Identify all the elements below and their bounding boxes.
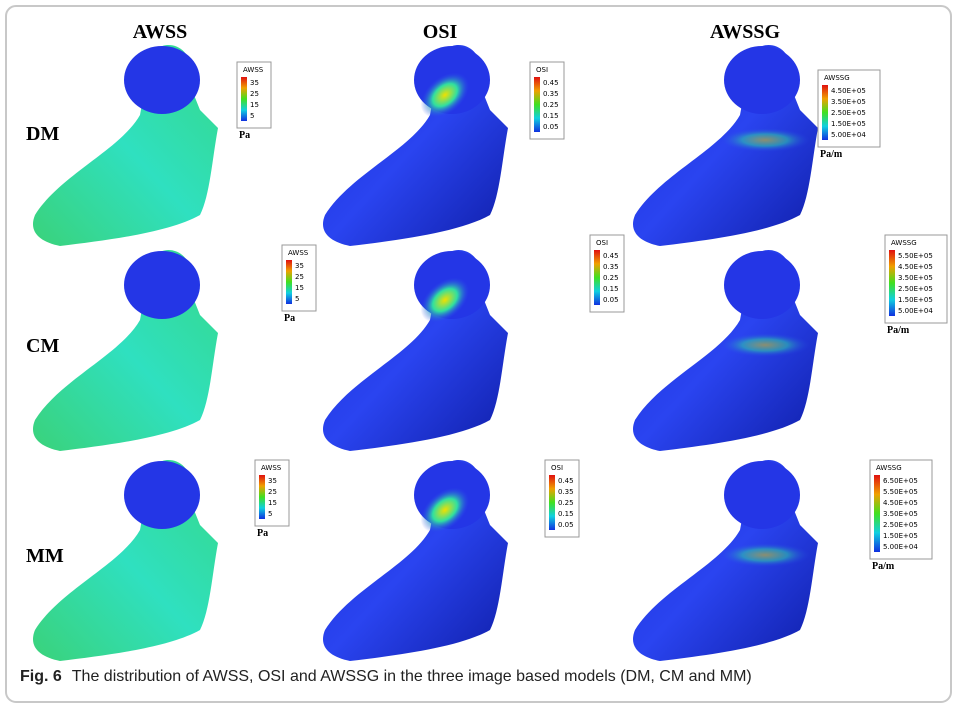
legend-colorbar — [286, 260, 292, 304]
legend-tick-label: 5.00E+04 — [898, 307, 933, 315]
legend-colorbar — [874, 475, 880, 552]
legend-unit: Pa — [239, 130, 250, 141]
vessel-model — [323, 250, 508, 451]
vessel-model — [323, 45, 508, 246]
legend-tick-label: 6.50E+05 — [883, 477, 918, 485]
vessel-model — [633, 250, 818, 451]
column-header: OSI — [423, 21, 458, 43]
legend-colorbar — [889, 250, 895, 316]
legend-tick-label: 2.50E+05 — [883, 521, 918, 529]
legend-tick-label: 1.50E+05 — [898, 296, 933, 304]
awssg-hotspot — [720, 543, 810, 567]
awssg-hotspot — [720, 128, 810, 152]
legend-tick-label: 5 — [250, 112, 254, 120]
legend-tick-label: 4.50E+05 — [831, 87, 866, 95]
legend-tick-label: 0.25 — [558, 499, 574, 507]
legend-tick-label: 0.05 — [543, 123, 559, 131]
vessel-model — [633, 460, 818, 661]
legend-tick-label: 15 — [268, 499, 277, 507]
legend-tick-label: 5.50E+05 — [883, 488, 918, 496]
legend-unit: Pa/m — [872, 561, 895, 572]
legend-tick-label: 5.50E+05 — [898, 252, 933, 260]
row-label: DM — [26, 123, 59, 145]
legend-tick-label: 5.00E+04 — [831, 131, 866, 139]
legend-title: AWSSG — [824, 74, 850, 82]
legend-tick-label: 0.25 — [543, 101, 559, 109]
legend-tick-label: 0.15 — [558, 510, 574, 518]
legend-tick-label: 0.05 — [603, 296, 619, 304]
vessel-model — [33, 250, 218, 451]
vessel-model — [633, 45, 818, 246]
legend-tick-label: 35 — [295, 262, 304, 270]
legend-tick-label: 3.50E+05 — [831, 98, 866, 106]
legend-tick-label: 4.50E+05 — [898, 263, 933, 271]
legend-tick-label: 0.45 — [558, 477, 574, 485]
legend-tick-label: 0.35 — [543, 90, 559, 98]
legend-title: AWSS — [243, 66, 264, 74]
row-label: CM — [26, 335, 59, 357]
legend-colorbar — [822, 85, 828, 140]
legend-unit: Pa/m — [887, 325, 910, 336]
caption: Fig. 6 The distribution of AWSS, OSI and … — [20, 668, 752, 685]
legend-tick-label: 2.50E+05 — [898, 285, 933, 293]
legend-colorbar — [549, 475, 555, 530]
legend-tick-label: 1.50E+05 — [883, 532, 918, 540]
legend-tick-label: 0.35 — [558, 488, 574, 496]
legend-tick-label: 15 — [250, 101, 259, 109]
vessel-model — [323, 460, 508, 661]
legend-tick-label: 0.45 — [543, 79, 559, 87]
legend-tick-label: 5.00E+04 — [883, 543, 918, 551]
legend-colorbar — [594, 250, 600, 305]
column-header: AWSSG — [710, 21, 780, 43]
legend-colorbar — [241, 77, 247, 121]
vessel-bulb — [124, 251, 200, 319]
legend-tick-label: 5 — [295, 295, 299, 303]
legend-title: AWSS — [261, 464, 282, 472]
legend-tick-label: 15 — [295, 284, 304, 292]
legend-tick-label: 3.50E+05 — [898, 274, 933, 282]
legend-tick-label: 0.15 — [603, 285, 619, 293]
figure: Fig. 6 The distribution of AWSS, OSI and … — [0, 0, 957, 708]
legend-tick-label: 0.45 — [603, 252, 619, 260]
legend-title: OSI — [596, 239, 608, 247]
legend-tick-label: 35 — [268, 477, 277, 485]
legend-tick-label: 25 — [250, 90, 259, 98]
legend-colorbar — [259, 475, 265, 519]
legend-title: OSI — [536, 66, 548, 74]
legend-tick-label: 25 — [268, 488, 277, 496]
legend-tick-label: 35 — [250, 79, 259, 87]
legend-title: OSI — [551, 464, 563, 472]
awssg-hotspot — [720, 333, 810, 357]
vessel-model — [33, 45, 218, 246]
legend-tick-label: 1.50E+05 — [831, 120, 866, 128]
legend-title: AWSSG — [876, 464, 902, 472]
caption-label: Fig. 6 — [20, 668, 62, 685]
caption-text: The distribution of AWSS, OSI and AWSSG … — [72, 668, 752, 685]
legend-unit: Pa — [284, 313, 295, 324]
vessel-bulb — [124, 46, 200, 114]
legend-tick-label: 25 — [295, 273, 304, 281]
column-header: AWSS — [133, 21, 187, 43]
legend-tick-label: 4.50E+05 — [883, 499, 918, 507]
legend-tick-label: 5 — [268, 510, 272, 518]
legend-tick-label: 0.25 — [603, 274, 619, 282]
vessel-bulb — [724, 461, 800, 529]
legend-tick-label: 0.35 — [603, 263, 619, 271]
vessel-bulb — [124, 461, 200, 529]
legend-tick-label: 3.50E+05 — [883, 510, 918, 518]
legend-tick-label: 0.05 — [558, 521, 574, 529]
row-label: MM — [26, 545, 64, 567]
vessel-bulb — [724, 46, 800, 114]
legend-unit: Pa — [257, 528, 268, 539]
legend-unit: Pa/m — [820, 149, 843, 160]
legend-tick-label: 2.50E+05 — [831, 109, 866, 117]
legend-title: AWSSG — [891, 239, 917, 247]
legend-title: AWSS — [288, 249, 309, 257]
legend-colorbar — [534, 77, 540, 132]
vessel-bulb — [724, 251, 800, 319]
legend-tick-label: 0.15 — [543, 112, 559, 120]
